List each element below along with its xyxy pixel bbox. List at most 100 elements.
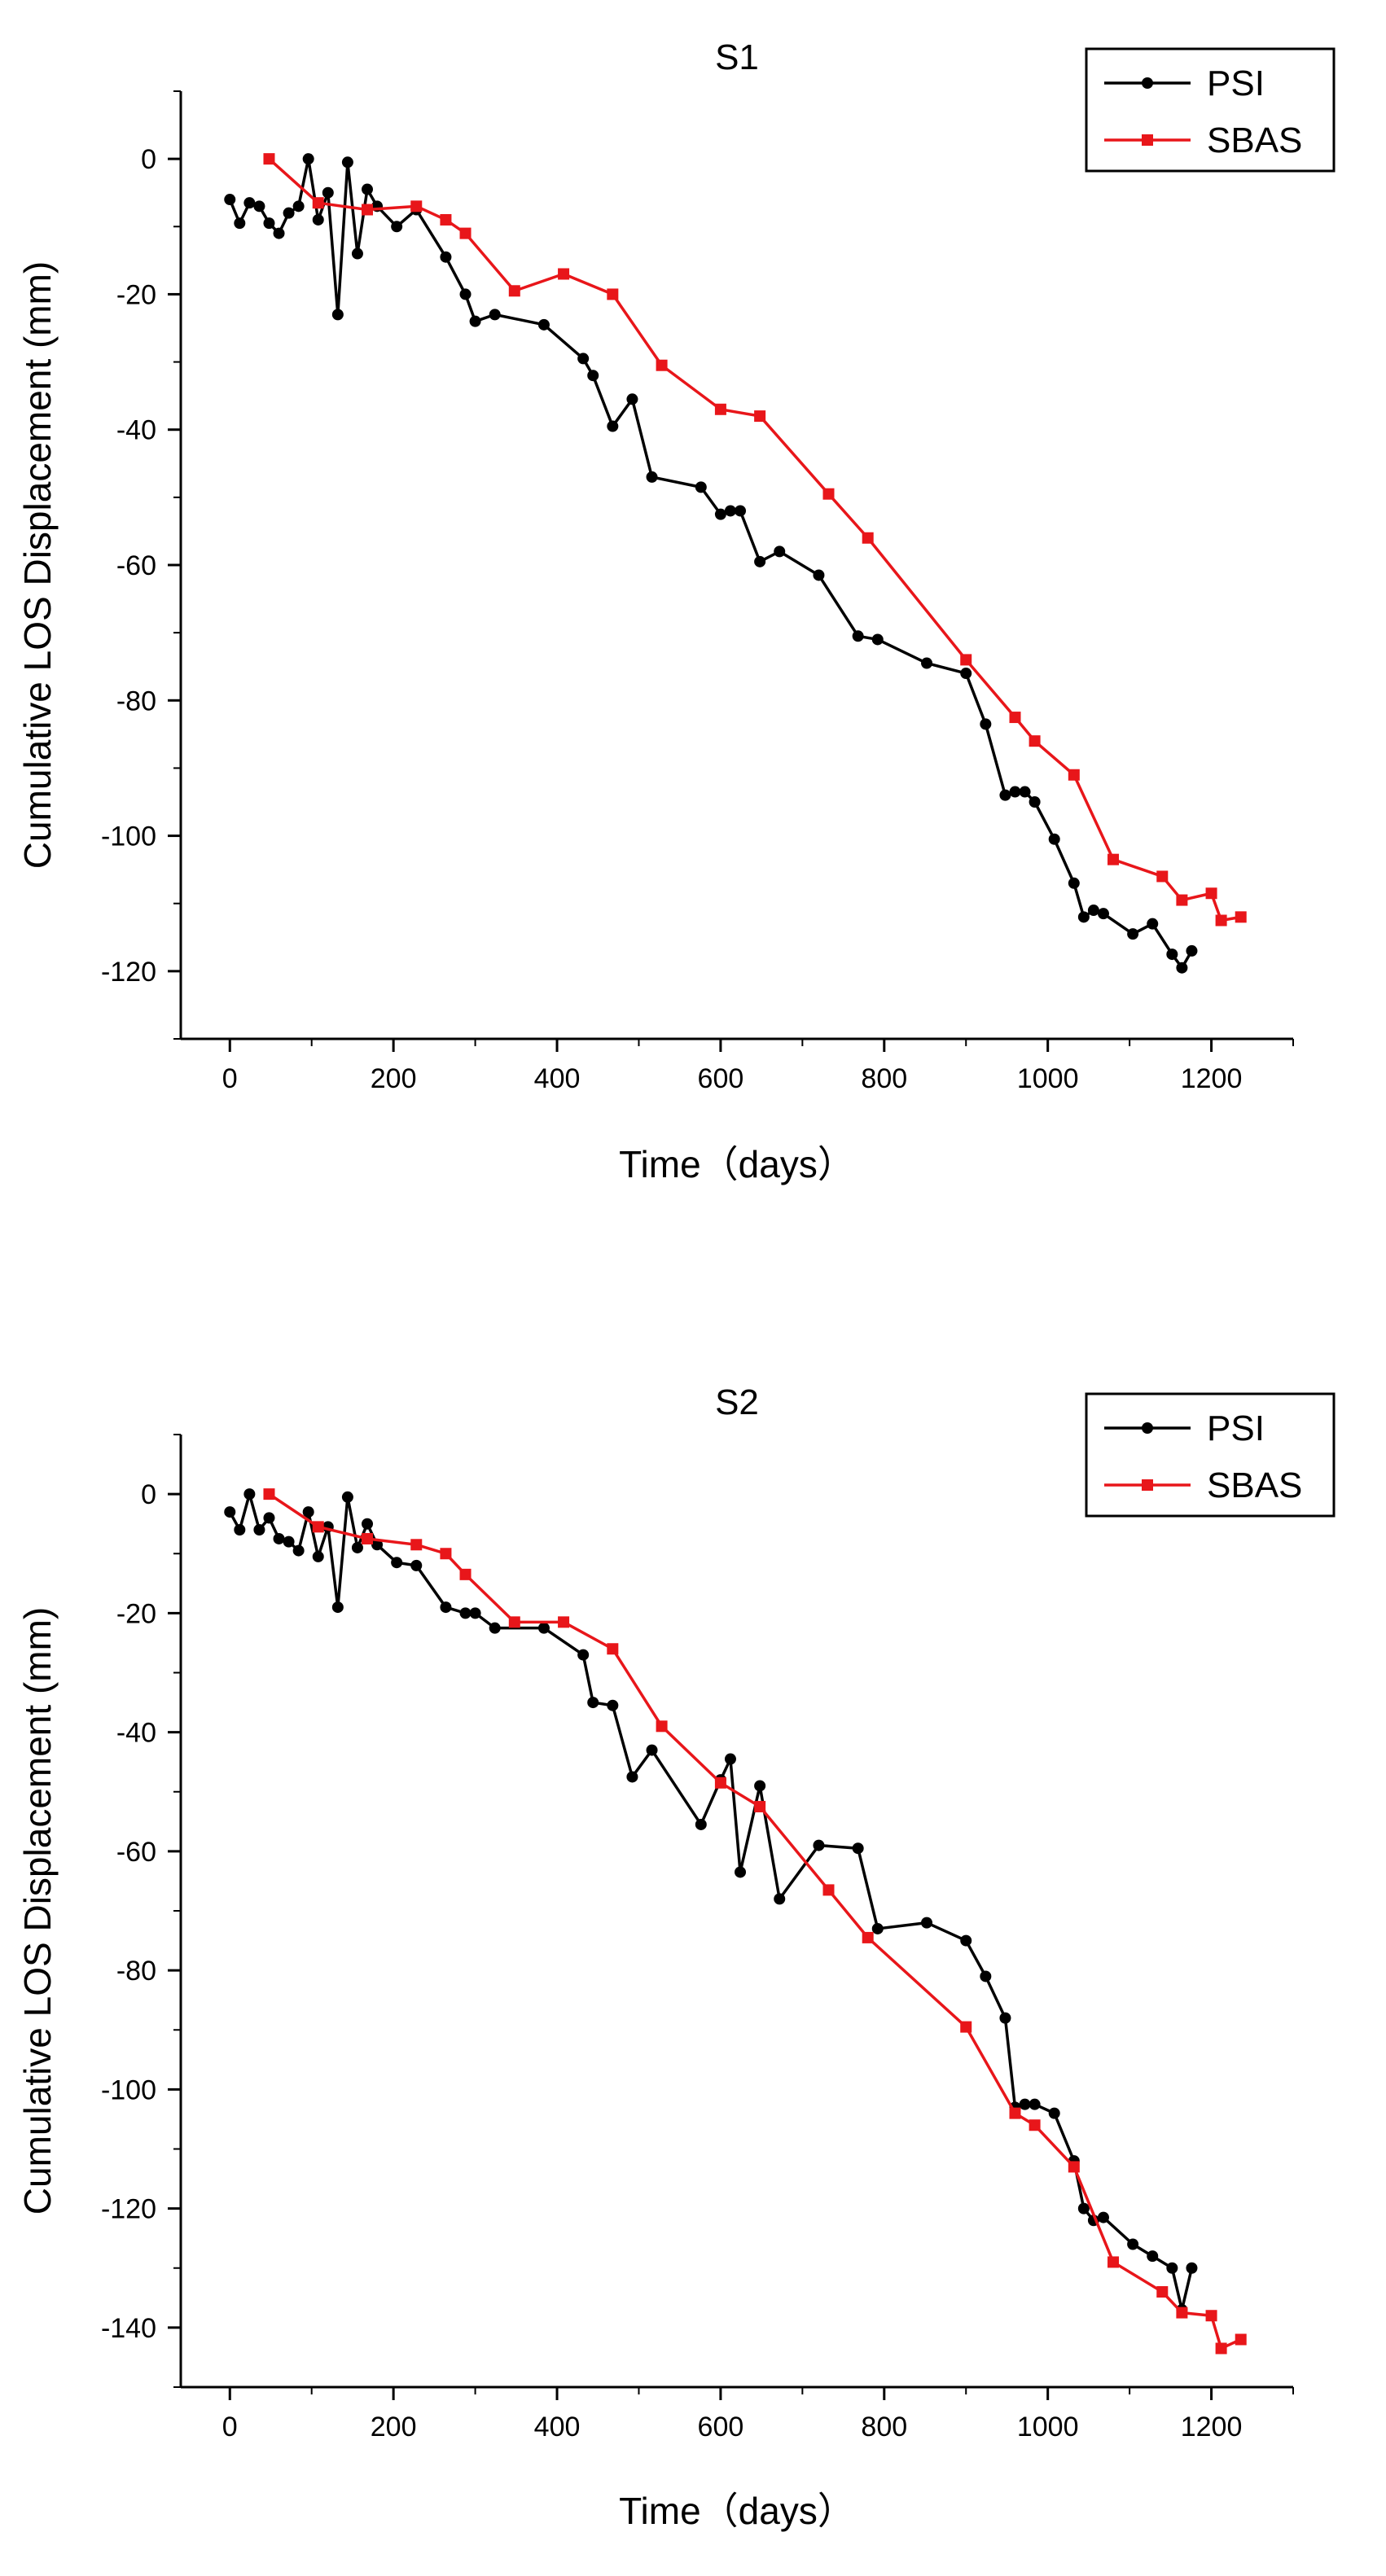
data-point: [714, 508, 726, 520]
chart-title: S1: [715, 37, 759, 77]
data-point: [1029, 735, 1041, 747]
data-point: [1107, 853, 1120, 865]
data-point: [852, 1842, 864, 1855]
data-point: [1166, 948, 1178, 961]
data-point: [587, 1697, 599, 1709]
data-point: [822, 1884, 835, 1896]
data-point: [322, 186, 334, 199]
data-point: [1235, 2333, 1247, 2346]
data-point: [234, 217, 246, 230]
data-point: [587, 370, 599, 382]
data-point: [1019, 2098, 1031, 2110]
legend-box: [1085, 47, 1336, 173]
legend-item-psi: PSI: [1104, 1408, 1265, 1448]
data-point: [1205, 887, 1217, 900]
data-point: [852, 630, 864, 642]
data-point: [341, 1491, 353, 1503]
x-tick-label: 1200: [1181, 2412, 1243, 2442]
data-point: [440, 213, 452, 226]
data-point: [1009, 712, 1021, 724]
x-tick-label: 1000: [1017, 2412, 1079, 2442]
series-psi: [224, 1488, 1198, 2315]
data-point: [1019, 786, 1031, 798]
legend-label: SBAS: [1207, 120, 1302, 160]
data-point: [302, 1506, 314, 1518]
data-point: [754, 1780, 766, 1792]
data-point: [862, 1931, 874, 1943]
data-point: [459, 1568, 472, 1580]
data-point: [656, 359, 668, 371]
y-tick-label: -40: [116, 415, 156, 446]
data-point: [391, 221, 403, 233]
data-point: [1186, 944, 1198, 957]
data-point: [656, 1720, 668, 1733]
data-point: [714, 1776, 726, 1789]
data-point: [871, 633, 884, 646]
data-point: [1068, 877, 1080, 889]
data-point: [253, 1524, 265, 1536]
y-tick-label: -20: [116, 279, 156, 310]
data-point: [754, 555, 766, 567]
data-point: [1077, 911, 1090, 923]
data-point: [283, 207, 295, 219]
x-axis-label: Time（days）: [619, 1143, 855, 1185]
data-point: [646, 1744, 658, 1756]
x-tick-label: 1200: [1181, 1063, 1243, 1094]
data-point: [813, 569, 825, 581]
x-tick-label: 0: [222, 1063, 238, 1094]
data-point: [871, 1922, 884, 1934]
data-point: [312, 213, 324, 226]
data-point: [1068, 769, 1080, 781]
x-tick-label: 600: [698, 1063, 744, 1094]
data-point: [302, 153, 314, 165]
x-tick-label: 200: [371, 2412, 417, 2442]
data-point: [921, 657, 933, 669]
data-point: [362, 204, 374, 216]
data-point: [724, 1753, 736, 1765]
data-point: [508, 1616, 520, 1628]
data-point: [459, 227, 472, 239]
data-point: [351, 248, 363, 260]
data-point: [1166, 2262, 1178, 2274]
data-point: [537, 318, 550, 331]
data-point: [489, 1622, 501, 1634]
data-point: [508, 285, 520, 297]
data-point: [410, 200, 423, 212]
data-point: [1068, 2161, 1080, 2173]
data-point: [1215, 914, 1227, 927]
x-tick-label: 1000: [1017, 1063, 1079, 1094]
data-point: [1029, 2098, 1041, 2110]
data-point: [735, 505, 747, 517]
x-tick-label: 800: [861, 2412, 907, 2442]
data-point: [724, 505, 736, 517]
data-point: [292, 200, 305, 212]
data-point: [292, 1544, 305, 1557]
y-tick-label: -20: [116, 1598, 156, 1629]
data-point: [459, 288, 472, 300]
data-point: [626, 1771, 638, 1783]
data-point: [469, 1607, 481, 1619]
data-point: [341, 156, 353, 169]
data-point: [312, 1521, 324, 1533]
data-point: [263, 1488, 275, 1500]
data-point: [960, 2021, 972, 2033]
chart-2: 0 200 400 600 800 1000 1200 0 -20 -40 -60 -80 -100 -1…: [16, 1382, 1336, 2532]
y-tick-label: -100: [101, 2074, 156, 2105]
data-point: [224, 194, 236, 206]
data-point: [960, 1934, 972, 1947]
x-tick-label: 200: [371, 1063, 417, 1094]
data-point: [1156, 2286, 1169, 2298]
data-point: [1205, 2310, 1217, 2322]
data-point: [410, 1559, 423, 1571]
data-point: [754, 410, 766, 423]
data-point: [1048, 2107, 1060, 2119]
data-point: [774, 1893, 786, 1905]
legend-box: [1085, 1392, 1336, 1518]
legend: PSI SBAS: [1085, 47, 1336, 173]
x-tick-label: 600: [698, 2412, 744, 2442]
legend-label: SBAS: [1207, 1465, 1302, 1505]
data-point: [1009, 786, 1021, 798]
data-point: [558, 1616, 570, 1628]
data-point: [862, 532, 874, 544]
legend-swatch-marker: [1142, 77, 1153, 89]
